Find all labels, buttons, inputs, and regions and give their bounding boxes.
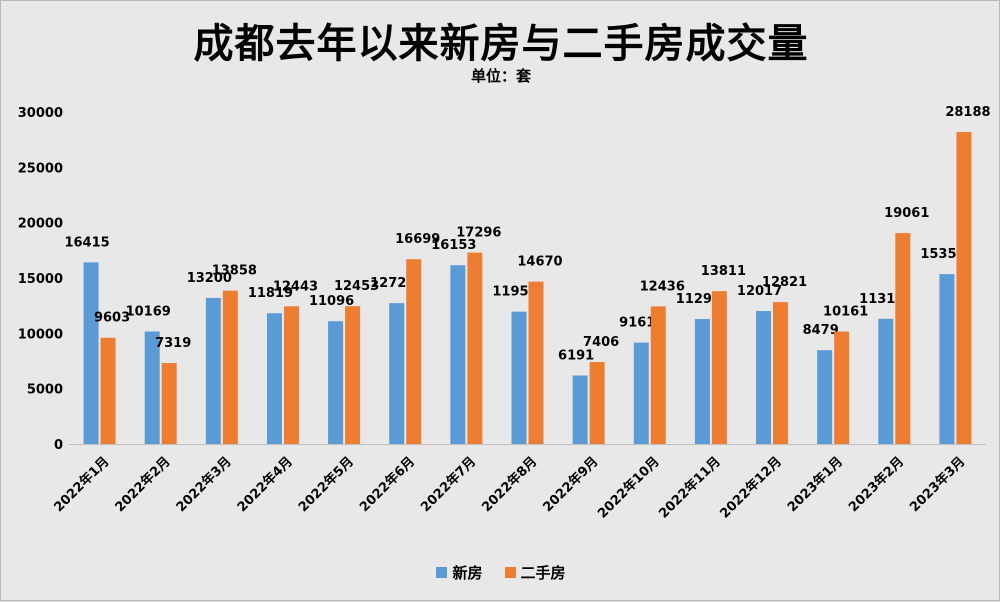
data-label-second-hand: 14670: [517, 255, 562, 270]
bar-new-house: [511, 311, 527, 444]
data-label-second-hand: 12453: [334, 279, 379, 294]
bar-second-hand: [650, 306, 666, 444]
y-tick-label: 15000: [18, 272, 63, 287]
data-label-new-house: 11819: [248, 286, 293, 301]
bar-new-house: [756, 311, 772, 444]
x-tick-label: 2022年8月: [479, 454, 541, 516]
legend-item-new-house: 新房: [436, 562, 483, 583]
bar-second-hand: [406, 259, 422, 444]
bar-second-hand: [711, 291, 727, 444]
data-label-new-house: 12017: [737, 284, 782, 299]
data-label-new-house: 12729: [370, 276, 415, 291]
bar-new-house: [939, 274, 955, 444]
legend-label-second-hand: 二手房: [520, 564, 566, 582]
data-label-second-hand: 7406: [583, 335, 619, 350]
bar-new-house: [389, 303, 405, 444]
x-tick-label: 2022年12月: [717, 454, 785, 522]
data-label-second-hand: 17296: [456, 226, 501, 241]
chart-subtitle: 单位：套: [470, 67, 531, 85]
data-label-second-hand: 12821: [762, 275, 807, 290]
x-tick-label: 2022年2月: [112, 454, 174, 516]
legend-label-new-house: 新房: [452, 564, 483, 582]
y-tick-label: 25000: [18, 161, 63, 176]
x-tick-label: 2022年7月: [418, 454, 480, 516]
bar-new-house: [694, 319, 710, 444]
data-label-new-house: 13200: [187, 271, 232, 286]
y-tick-label: 30000: [18, 106, 63, 121]
bar-second-hand: [895, 233, 911, 444]
data-label-second-hand: 12443: [273, 279, 318, 294]
data-label-new-house: 10169: [126, 304, 171, 319]
legend-swatch-new-house: [436, 567, 448, 578]
data-label-second-hand: 19061: [884, 206, 929, 221]
y-tick-label: 20000: [18, 217, 63, 232]
data-label-second-hand: 13811: [701, 264, 746, 279]
x-tick-label: 2023年3月: [907, 454, 969, 516]
data-label-new-house: 11958: [492, 285, 537, 300]
bar-new-house: [450, 265, 466, 444]
data-label-new-house: 9161: [619, 316, 655, 331]
bar-second-hand: [345, 306, 361, 444]
bar-second-hand: [161, 363, 177, 444]
legend-swatch-second-hand: [504, 567, 516, 578]
bar-second-hand: [528, 281, 544, 444]
x-tick-label: 2022年10月: [595, 454, 663, 522]
bar-new-house: [266, 313, 282, 444]
x-tick-label: 2022年3月: [173, 454, 235, 516]
data-label-second-hand: 7319: [155, 336, 191, 351]
bar-new-house: [878, 318, 894, 444]
bar-second-hand: [283, 306, 299, 444]
bar-second-hand: [956, 132, 972, 444]
bar-second-hand: [100, 337, 116, 444]
data-label-new-house: 11294: [676, 292, 721, 307]
x-tick-label: 2022年11月: [656, 454, 724, 522]
y-tick-label: 10000: [18, 327, 63, 342]
bar-second-hand: [222, 290, 238, 444]
x-tick-label: 2022年9月: [540, 454, 602, 516]
data-label-new-house: 16415: [64, 235, 109, 250]
x-tick-label: 2022年6月: [356, 454, 418, 516]
data-label-second-hand: 13858: [212, 264, 257, 279]
data-label-second-hand: 12436: [640, 279, 685, 294]
data-label-new-house: 15350: [920, 247, 965, 262]
data-label-second-hand: 28188: [945, 105, 990, 120]
bar-new-house: [328, 321, 344, 444]
bar-new-house: [633, 342, 649, 444]
bar-new-house: [205, 297, 221, 444]
y-tick-label: 0: [54, 438, 63, 453]
x-tick-label: 2022年4月: [234, 454, 296, 516]
data-label-new-house: 6191: [558, 348, 594, 363]
bar-new-house: [572, 375, 588, 444]
x-tick-label: 2022年5月: [295, 454, 357, 516]
data-label-new-house: 8479: [803, 323, 839, 338]
x-tick-label: 2023年2月: [845, 454, 907, 516]
data-label-new-house: 16153: [431, 238, 476, 253]
data-label-second-hand: 16699: [395, 232, 440, 247]
bar-second-hand: [589, 362, 605, 444]
x-tick-label: 2023年1月: [784, 454, 846, 516]
bar-new-house: [83, 262, 99, 444]
x-tick-label: 2022年1月: [51, 454, 113, 516]
bar-new-house: [817, 350, 833, 444]
data-label-new-house: 11312: [859, 292, 904, 307]
legend: 新房 二手房: [1, 562, 1000, 583]
chart-title: 成都去年以来新房与二手房成交量: [193, 21, 809, 67]
data-label-second-hand: 9603: [94, 311, 130, 326]
data-label-new-house: 11096: [309, 294, 354, 309]
bar-second-hand: [834, 331, 850, 444]
y-tick-label: 5000: [27, 383, 63, 398]
bar-second-hand: [467, 252, 483, 444]
data-label-second-hand: 10161: [823, 305, 868, 320]
bar-new-house: [144, 331, 160, 444]
legend-item-second-hand: 二手房: [504, 562, 566, 583]
bar-second-hand: [773, 302, 789, 444]
